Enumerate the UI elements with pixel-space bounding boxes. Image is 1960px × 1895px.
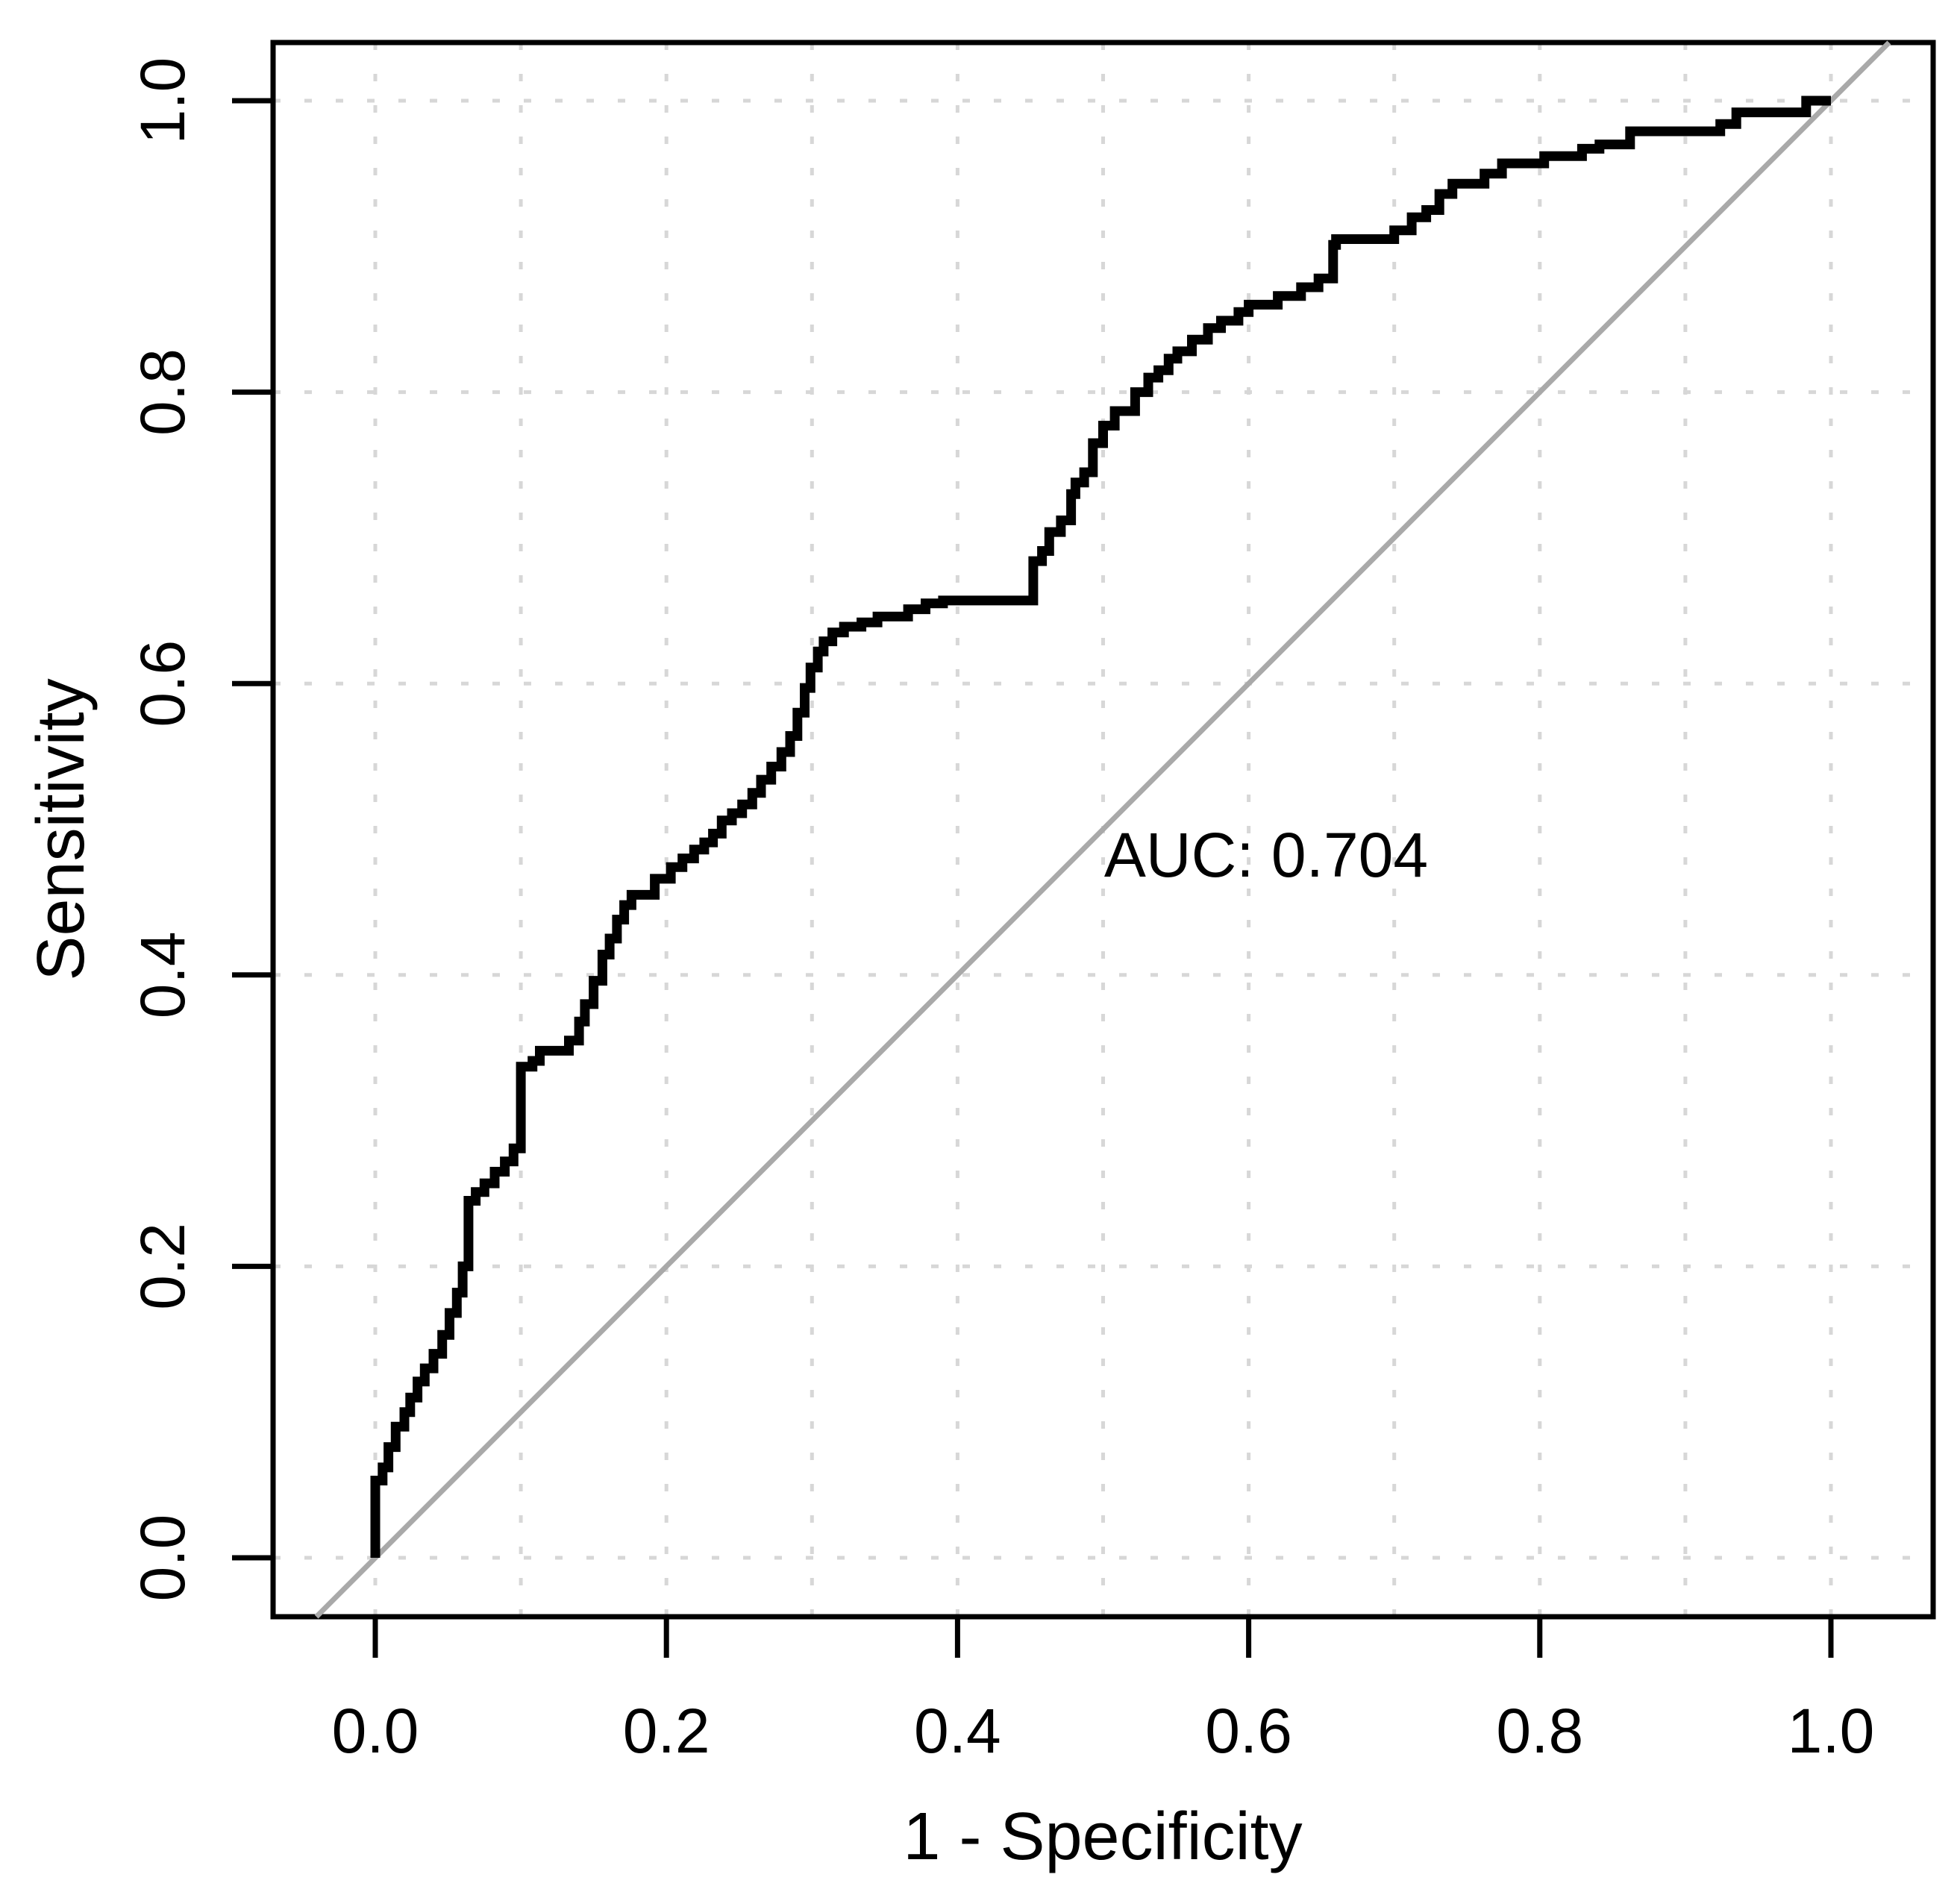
roc-curve-path [370,95,1831,1558]
x-axis-title: 1 - Specificity [903,1800,1302,1874]
x-tick-label: 0.0 [332,1696,419,1766]
x-tick-label: 0.6 [1205,1696,1292,1766]
y-tick-label: 0.2 [128,1223,198,1310]
plot-border [270,40,1936,1620]
y-tick-label: 0.4 [128,931,198,1018]
y-tick-label: 0.0 [128,1515,198,1602]
x-tick-label: 0.4 [914,1696,1001,1766]
x-tick-labels-group: 0.0 0.2 0.4 0.6 0.8 1.0 [332,1696,1875,1766]
y-tick-labels-group: 0.0 0.2 0.4 0.6 0.8 1.0 [128,57,198,1602]
y-axis-title: Sensitivity [24,678,98,980]
reference-diagonal-line [314,40,1891,1619]
x-tick-label: 0.8 [1496,1696,1583,1766]
x-tick-label: 0.2 [623,1696,710,1766]
y-tick-label: 1.0 [128,57,198,145]
x-tick-label: 1.0 [1788,1696,1875,1766]
y-tick-label: 0.6 [128,640,198,727]
gridlines-group [273,43,1933,1617]
axis-ticks-group [232,98,1834,1658]
y-tick-label: 0.8 [128,348,198,436]
auc-annotation: AUC: 0.704 [1104,820,1428,890]
